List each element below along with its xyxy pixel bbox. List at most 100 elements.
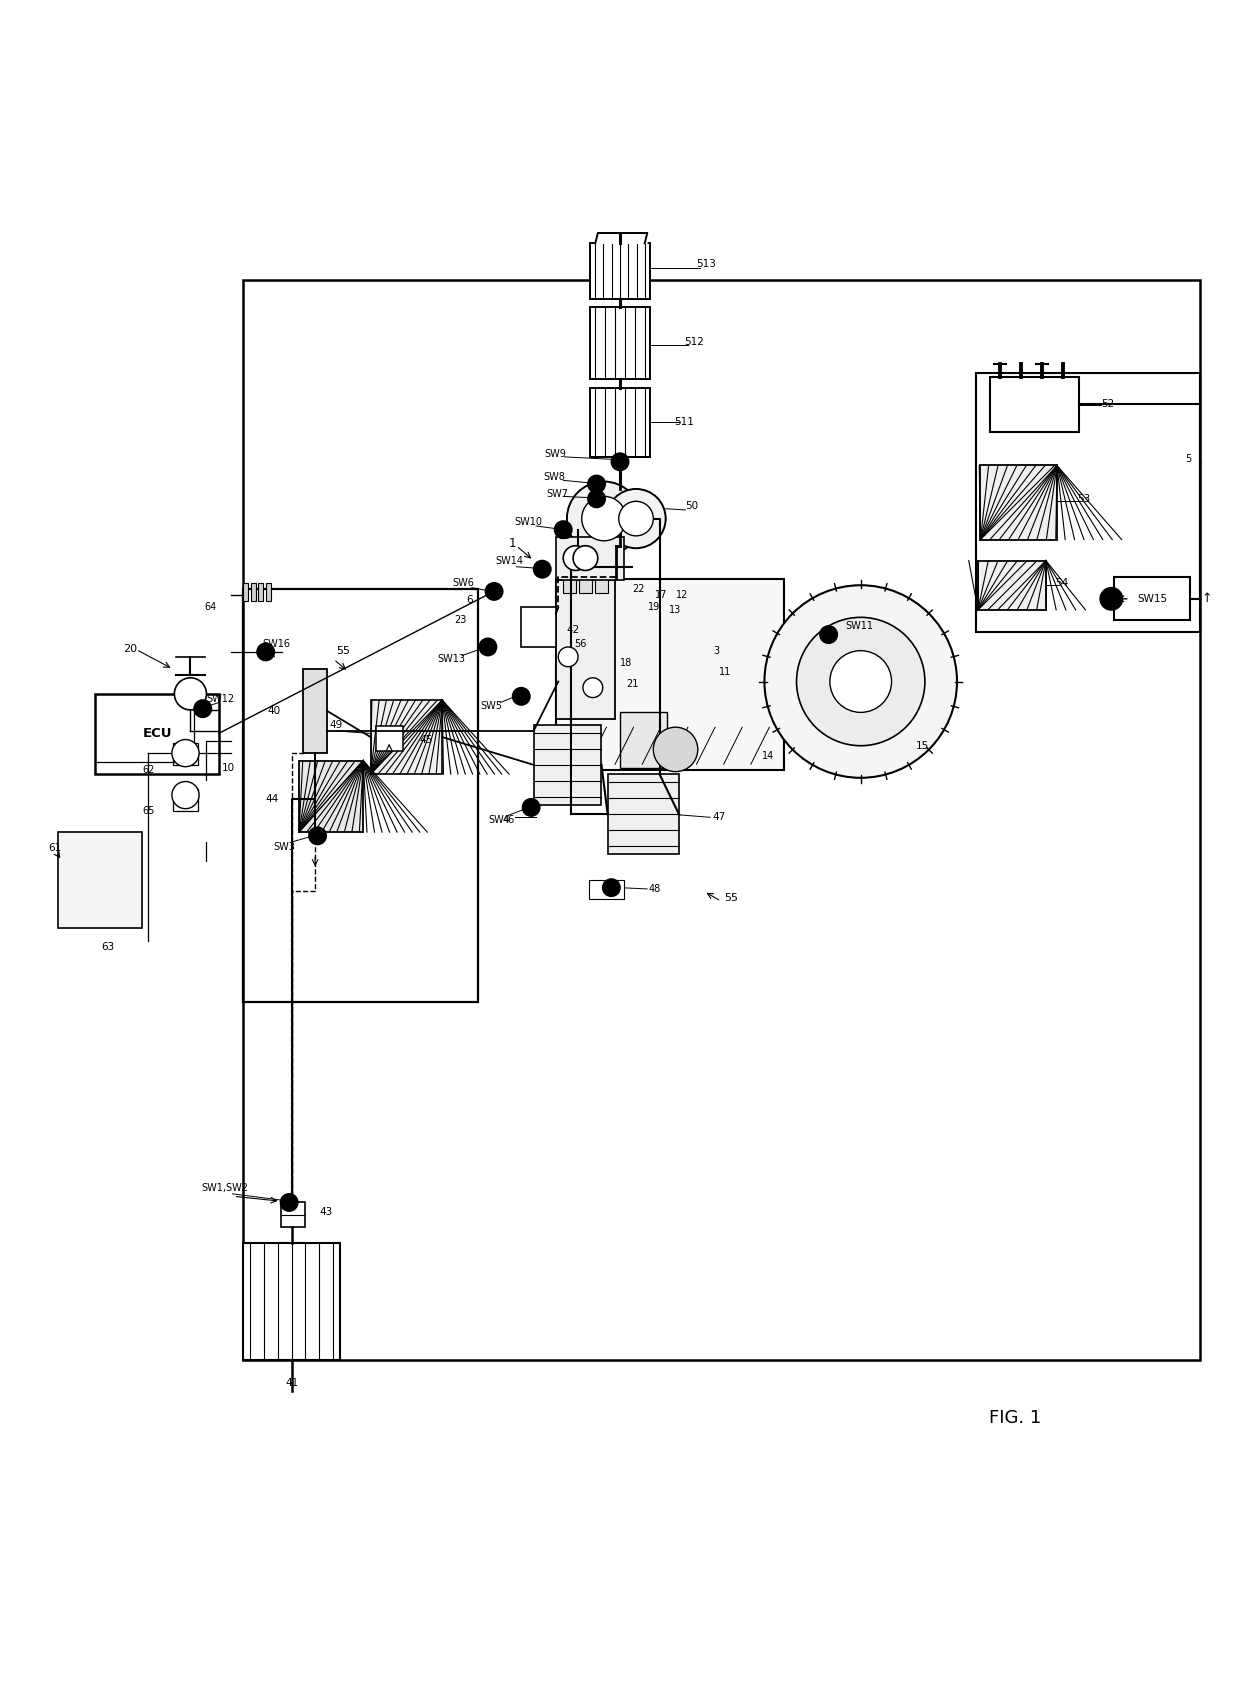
Text: 13: 13 — [670, 605, 682, 615]
Text: SW6: SW6 — [453, 578, 474, 588]
Text: ↑: ↑ — [1202, 593, 1211, 605]
Text: 52: 52 — [1101, 399, 1115, 409]
Bar — [243, 589, 479, 1002]
Bar — [371, 701, 443, 775]
Circle shape — [588, 475, 605, 493]
Text: 3: 3 — [713, 645, 719, 655]
Text: 40: 40 — [268, 706, 281, 716]
Bar — [590, 387, 650, 456]
Text: 23: 23 — [455, 615, 467, 625]
Text: 22: 22 — [632, 584, 645, 594]
Bar — [595, 568, 608, 593]
Circle shape — [611, 453, 629, 470]
Circle shape — [830, 650, 892, 712]
Circle shape — [567, 482, 641, 556]
Text: SW8: SW8 — [543, 472, 565, 482]
Bar — [303, 669, 327, 753]
Bar — [250, 583, 255, 601]
Circle shape — [1100, 588, 1122, 610]
Text: SW13: SW13 — [436, 655, 465, 663]
Text: FIG. 1: FIG. 1 — [988, 1410, 1042, 1428]
Circle shape — [309, 827, 326, 844]
Text: 17: 17 — [655, 589, 667, 600]
Bar — [243, 280, 1200, 1361]
Text: 55: 55 — [336, 645, 351, 655]
Text: 64: 64 — [205, 603, 216, 613]
Circle shape — [603, 879, 620, 896]
Text: 48: 48 — [649, 884, 661, 894]
Text: SW1,SW2: SW1,SW2 — [201, 1182, 248, 1192]
Bar — [608, 775, 680, 854]
Text: 53: 53 — [1078, 493, 1091, 504]
Text: 14: 14 — [763, 751, 774, 761]
Circle shape — [533, 561, 551, 578]
Bar — [590, 308, 650, 379]
Bar — [174, 743, 198, 766]
Circle shape — [606, 488, 666, 549]
Text: 513: 513 — [697, 259, 717, 269]
Text: 46: 46 — [502, 815, 515, 825]
Bar — [556, 579, 784, 770]
Bar — [976, 372, 1200, 632]
Circle shape — [512, 687, 529, 706]
Text: 47: 47 — [712, 812, 725, 822]
Text: SW7: SW7 — [546, 488, 568, 498]
Bar — [981, 465, 1056, 539]
Text: 56: 56 — [574, 640, 587, 650]
Text: 54: 54 — [1055, 578, 1069, 588]
Bar — [579, 568, 591, 593]
Circle shape — [820, 626, 837, 643]
Text: 62: 62 — [143, 766, 155, 775]
Polygon shape — [595, 234, 647, 242]
Bar — [590, 242, 650, 298]
Bar — [58, 832, 143, 928]
Text: 42: 42 — [567, 625, 580, 635]
Circle shape — [582, 497, 626, 541]
Circle shape — [563, 546, 588, 571]
Bar — [376, 726, 403, 751]
Text: 18: 18 — [620, 658, 632, 669]
Text: SW11: SW11 — [846, 621, 873, 632]
Bar — [521, 608, 556, 647]
Text: SW15: SW15 — [1137, 594, 1167, 605]
Bar — [299, 761, 363, 832]
Circle shape — [480, 638, 496, 655]
Text: SW9: SW9 — [544, 450, 567, 460]
Bar — [589, 881, 624, 899]
Circle shape — [175, 679, 207, 711]
Text: 55: 55 — [724, 893, 738, 903]
Text: SW4: SW4 — [489, 815, 510, 825]
Text: 43: 43 — [320, 1207, 332, 1218]
Text: 41: 41 — [285, 1378, 299, 1388]
Text: 25: 25 — [558, 530, 570, 541]
Text: 63: 63 — [102, 941, 114, 951]
Circle shape — [257, 643, 274, 660]
Bar — [1114, 576, 1190, 620]
Text: 6: 6 — [466, 594, 472, 605]
Text: 1: 1 — [508, 537, 516, 549]
Text: ECU: ECU — [143, 727, 172, 739]
Text: SW3: SW3 — [273, 842, 295, 852]
Text: 10: 10 — [222, 763, 236, 773]
Circle shape — [558, 647, 578, 667]
Text: 44: 44 — [265, 793, 279, 803]
Text: SW14: SW14 — [495, 556, 523, 566]
Circle shape — [485, 583, 502, 600]
Text: SW5: SW5 — [481, 701, 502, 711]
Bar — [556, 581, 615, 719]
Text: 512: 512 — [684, 337, 704, 347]
Circle shape — [554, 520, 572, 539]
Bar — [533, 724, 601, 805]
Text: 21: 21 — [626, 679, 639, 689]
Text: SW10: SW10 — [515, 517, 543, 527]
Circle shape — [172, 739, 200, 766]
Text: 15: 15 — [916, 741, 929, 751]
Text: 50: 50 — [684, 502, 698, 512]
Circle shape — [619, 502, 653, 536]
Text: SW16: SW16 — [263, 640, 291, 650]
Bar — [280, 1202, 305, 1228]
Text: 511: 511 — [675, 418, 694, 428]
Circle shape — [522, 798, 539, 817]
Circle shape — [764, 586, 957, 778]
Bar — [620, 712, 667, 768]
